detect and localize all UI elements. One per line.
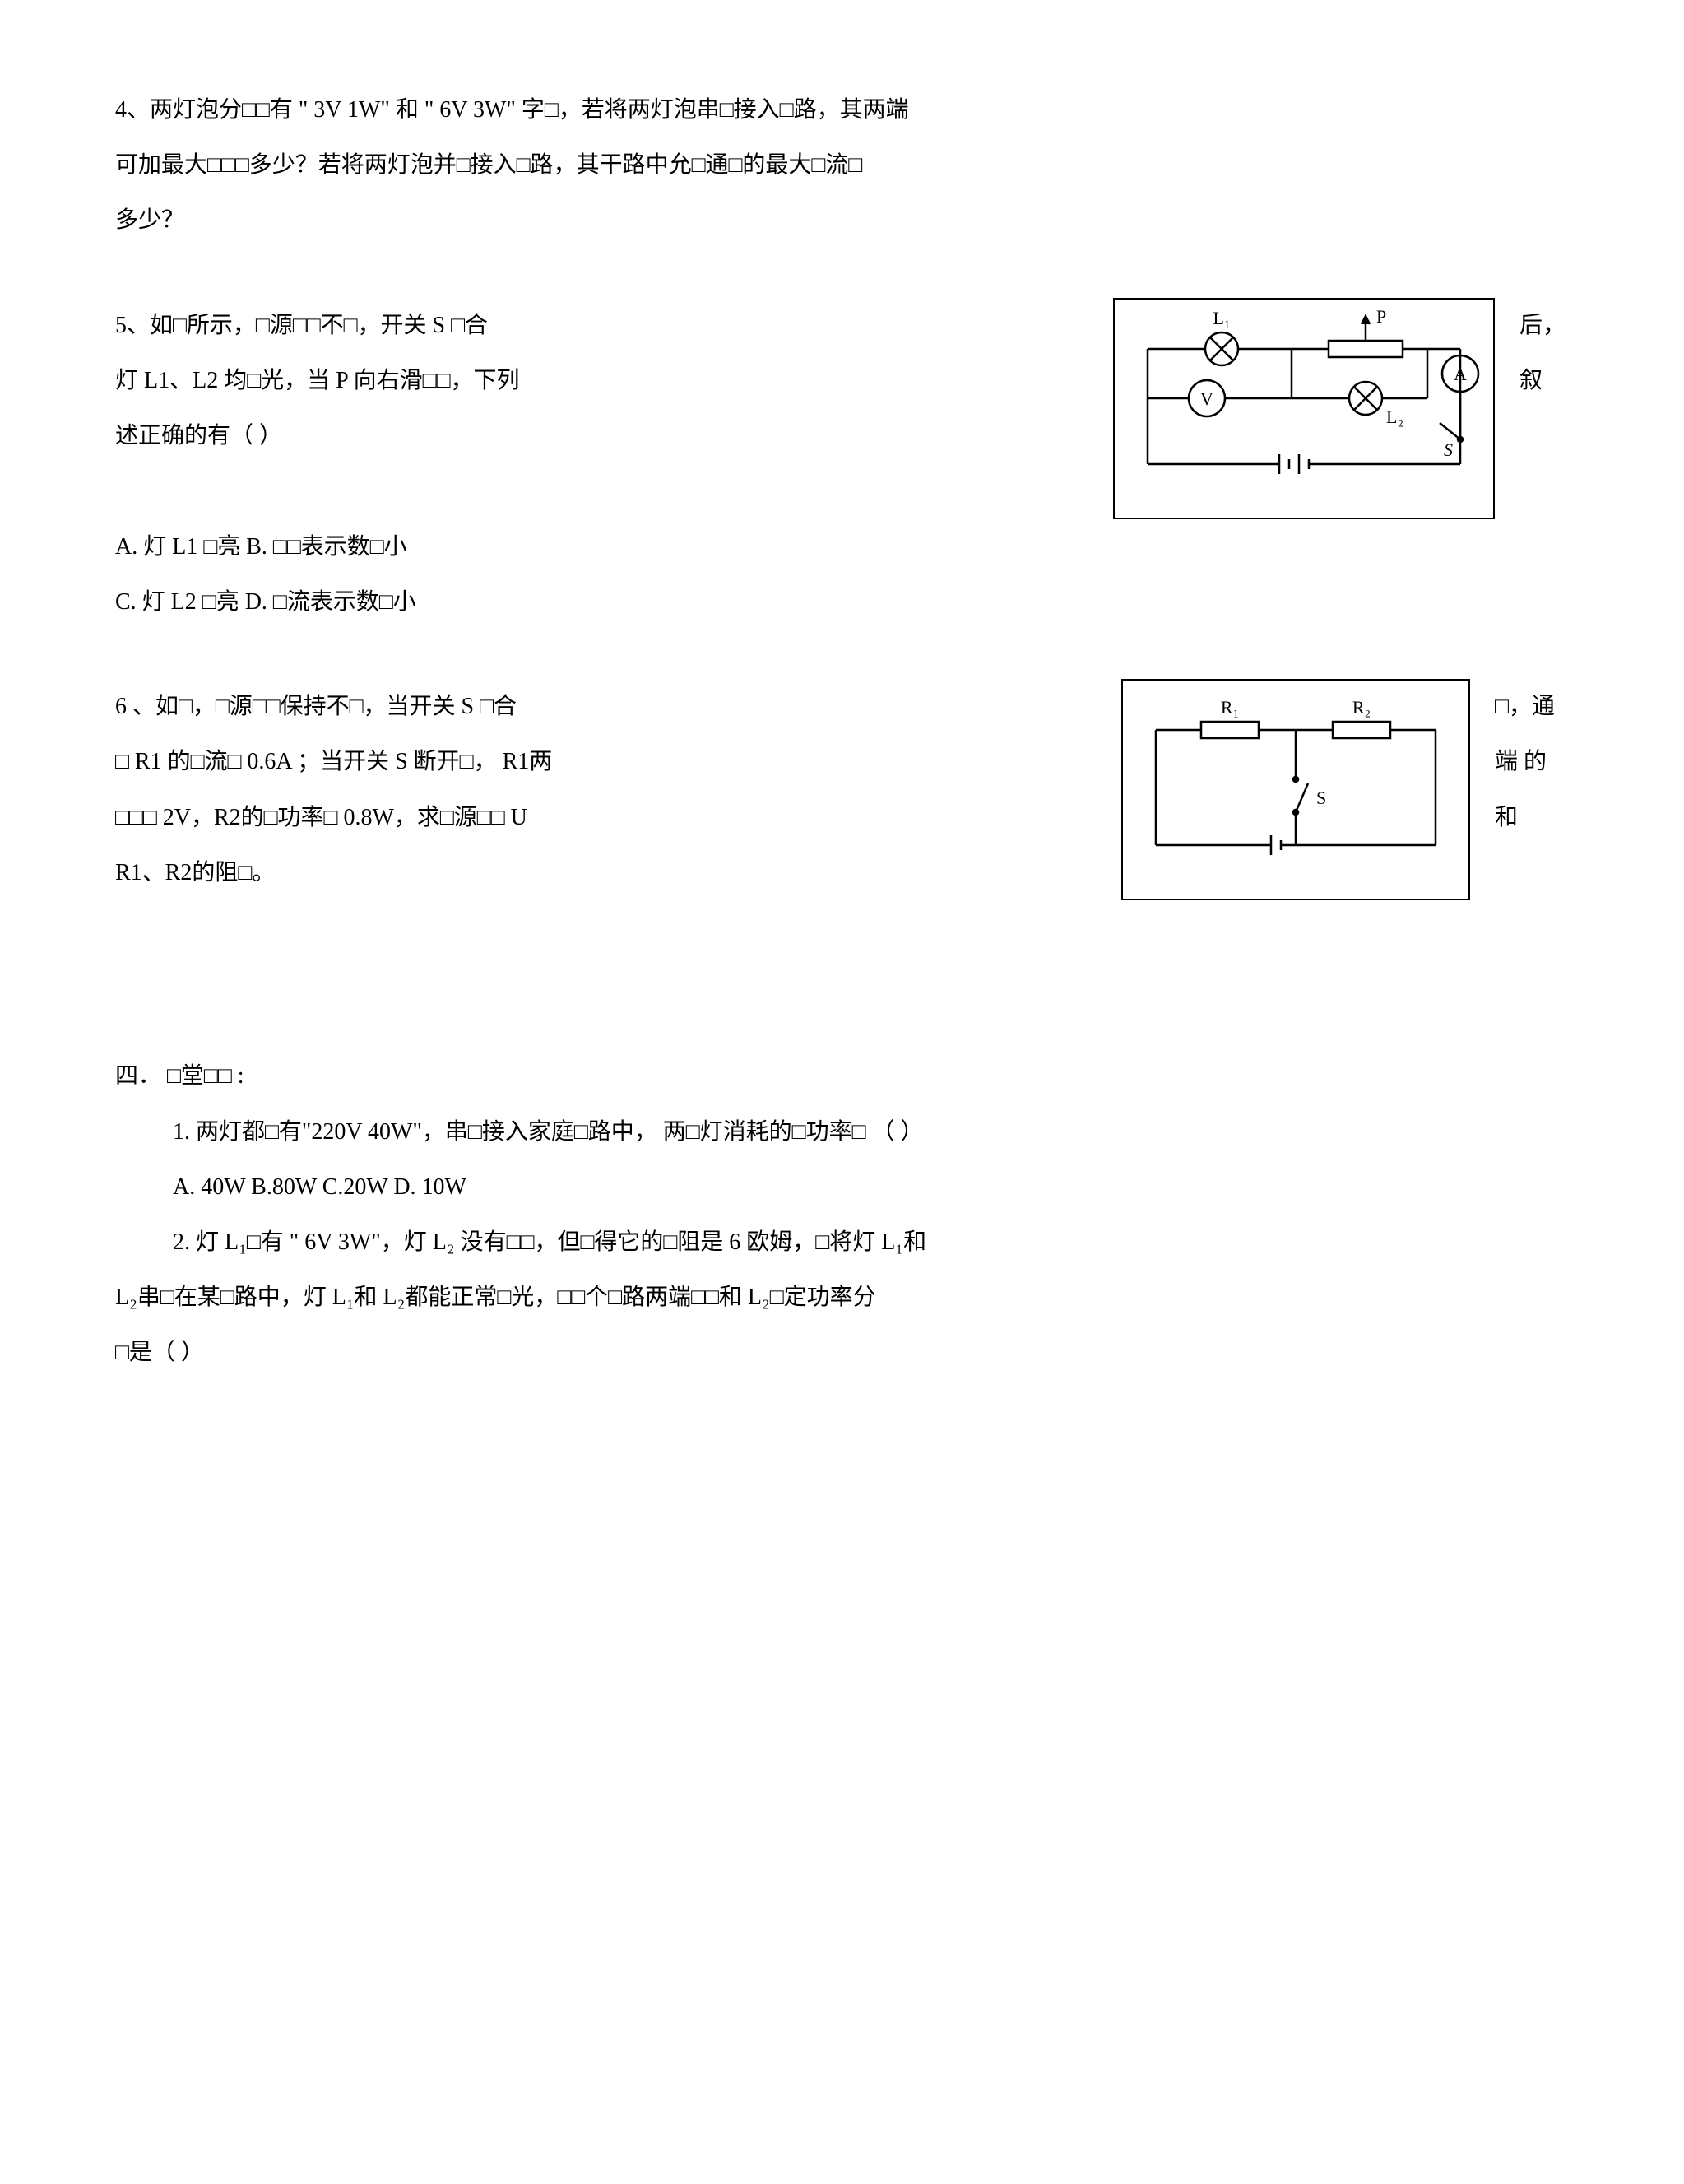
q6-l2b: 端 的	[1495, 734, 1569, 789]
label-V: V	[1200, 388, 1213, 409]
q6-l1a: 6 、如□，□源□□保持不□，当开关 S □合	[115, 679, 1097, 734]
q5-l2b: 叙	[1519, 353, 1569, 408]
question-4: 4、两灯泡分□□有 " 3V 1W" 和 " 6V 3W" 字□，若将两灯泡串□…	[115, 82, 1569, 249]
label-L1: L₁	[1213, 308, 1230, 328]
q5-l2a: 灯 L1、L2 均□光，当 P 向右滑□□，下列	[115, 368, 519, 393]
q6-l4: R1、R2的阻□。	[115, 845, 1097, 900]
label-A: A	[1454, 364, 1467, 384]
label-R2: R₂	[1352, 697, 1371, 718]
q6-l3a: □□□ 2V，R2的□功率□ 0.8W，求□源□□ U	[115, 790, 1097, 845]
q4-line1: 4、两灯泡分□□有 " 3V 1W" 和 " 6V 3W" 字□，若将两灯泡串□…	[115, 82, 1569, 137]
s4-q1-stem: 1. 两灯都□有"220V 40W"，串□接入家庭□路中， 两□灯消耗的□功率□…	[115, 1104, 1569, 1159]
q5-l1b: 后，	[1519, 298, 1569, 353]
s4-q1-opts: A. 40W B.80W C.20W D. 10W	[115, 1159, 1569, 1215]
q6-l2a: □ R1 的□流□ 0.6A ；当开关 S 断开□， R1两	[115, 734, 1097, 789]
label-S6: S	[1316, 788, 1326, 808]
q4-line3: 多少？	[115, 193, 1569, 248]
s4-q2-l1: 2. 灯 L₁□有 " 6V 3W"，灯 L₂ 没有□□，但□得它的□阻是 6 …	[115, 1215, 1569, 1270]
q5-optA: A. 灯 L1 □亮 B. □□表示数□小	[115, 519, 1569, 574]
section4-title: 四． □堂□□ :	[115, 1048, 1569, 1104]
q5-optC: C. 灯 L2 □亮 D. □流表示数□小	[115, 574, 1569, 630]
question-5: 5、如□所示，□源□□不□，开关 S □合 灯 L1、L2 均□光，当 P 向右…	[115, 298, 1569, 630]
s4-q2-l2: L₂串□在某□路中，灯 L₁和 L₂都能正常□光，□□个□路两端□□和 L₂□定…	[115, 1270, 1569, 1325]
q4-line2: 可加最大□□□多少？若将两灯泡并□接入□路，其干路中允□通□的最大□流□	[115, 137, 1569, 193]
q6-l3b: 和	[1495, 790, 1569, 845]
q5-l3: 述正确的有（ ）	[115, 408, 1088, 463]
s4-q2-l3: □是（ ）	[115, 1325, 1569, 1380]
q5-l1a: 5、如□所示，□源□□不□，开关 S □合	[115, 313, 488, 338]
circuit-diagram-q6: R₁ R₂ S	[1121, 679, 1470, 900]
label-R1: R₁	[1221, 697, 1239, 718]
label-S5: S	[1444, 439, 1453, 460]
circuit-diagram-q5: L₁ P A V L₂ S	[1113, 298, 1495, 519]
circuit5-svg: L₁ P A V L₂ S	[1115, 300, 1493, 497]
question-6: 6 、如□，□源□□保持不□，当开关 S □合 □ R1 的□流□ 0.6A ；…	[115, 679, 1569, 900]
label-P: P	[1376, 306, 1386, 327]
circuit6-svg: R₁ R₂ S	[1123, 681, 1468, 878]
section-4: 四． □堂□□ : 1. 两灯都□有"220V 40W"，串□接入家庭□路中， …	[115, 1048, 1569, 1380]
label-L2: L₂	[1386, 407, 1403, 427]
q6-l1b: □，通	[1495, 679, 1569, 734]
